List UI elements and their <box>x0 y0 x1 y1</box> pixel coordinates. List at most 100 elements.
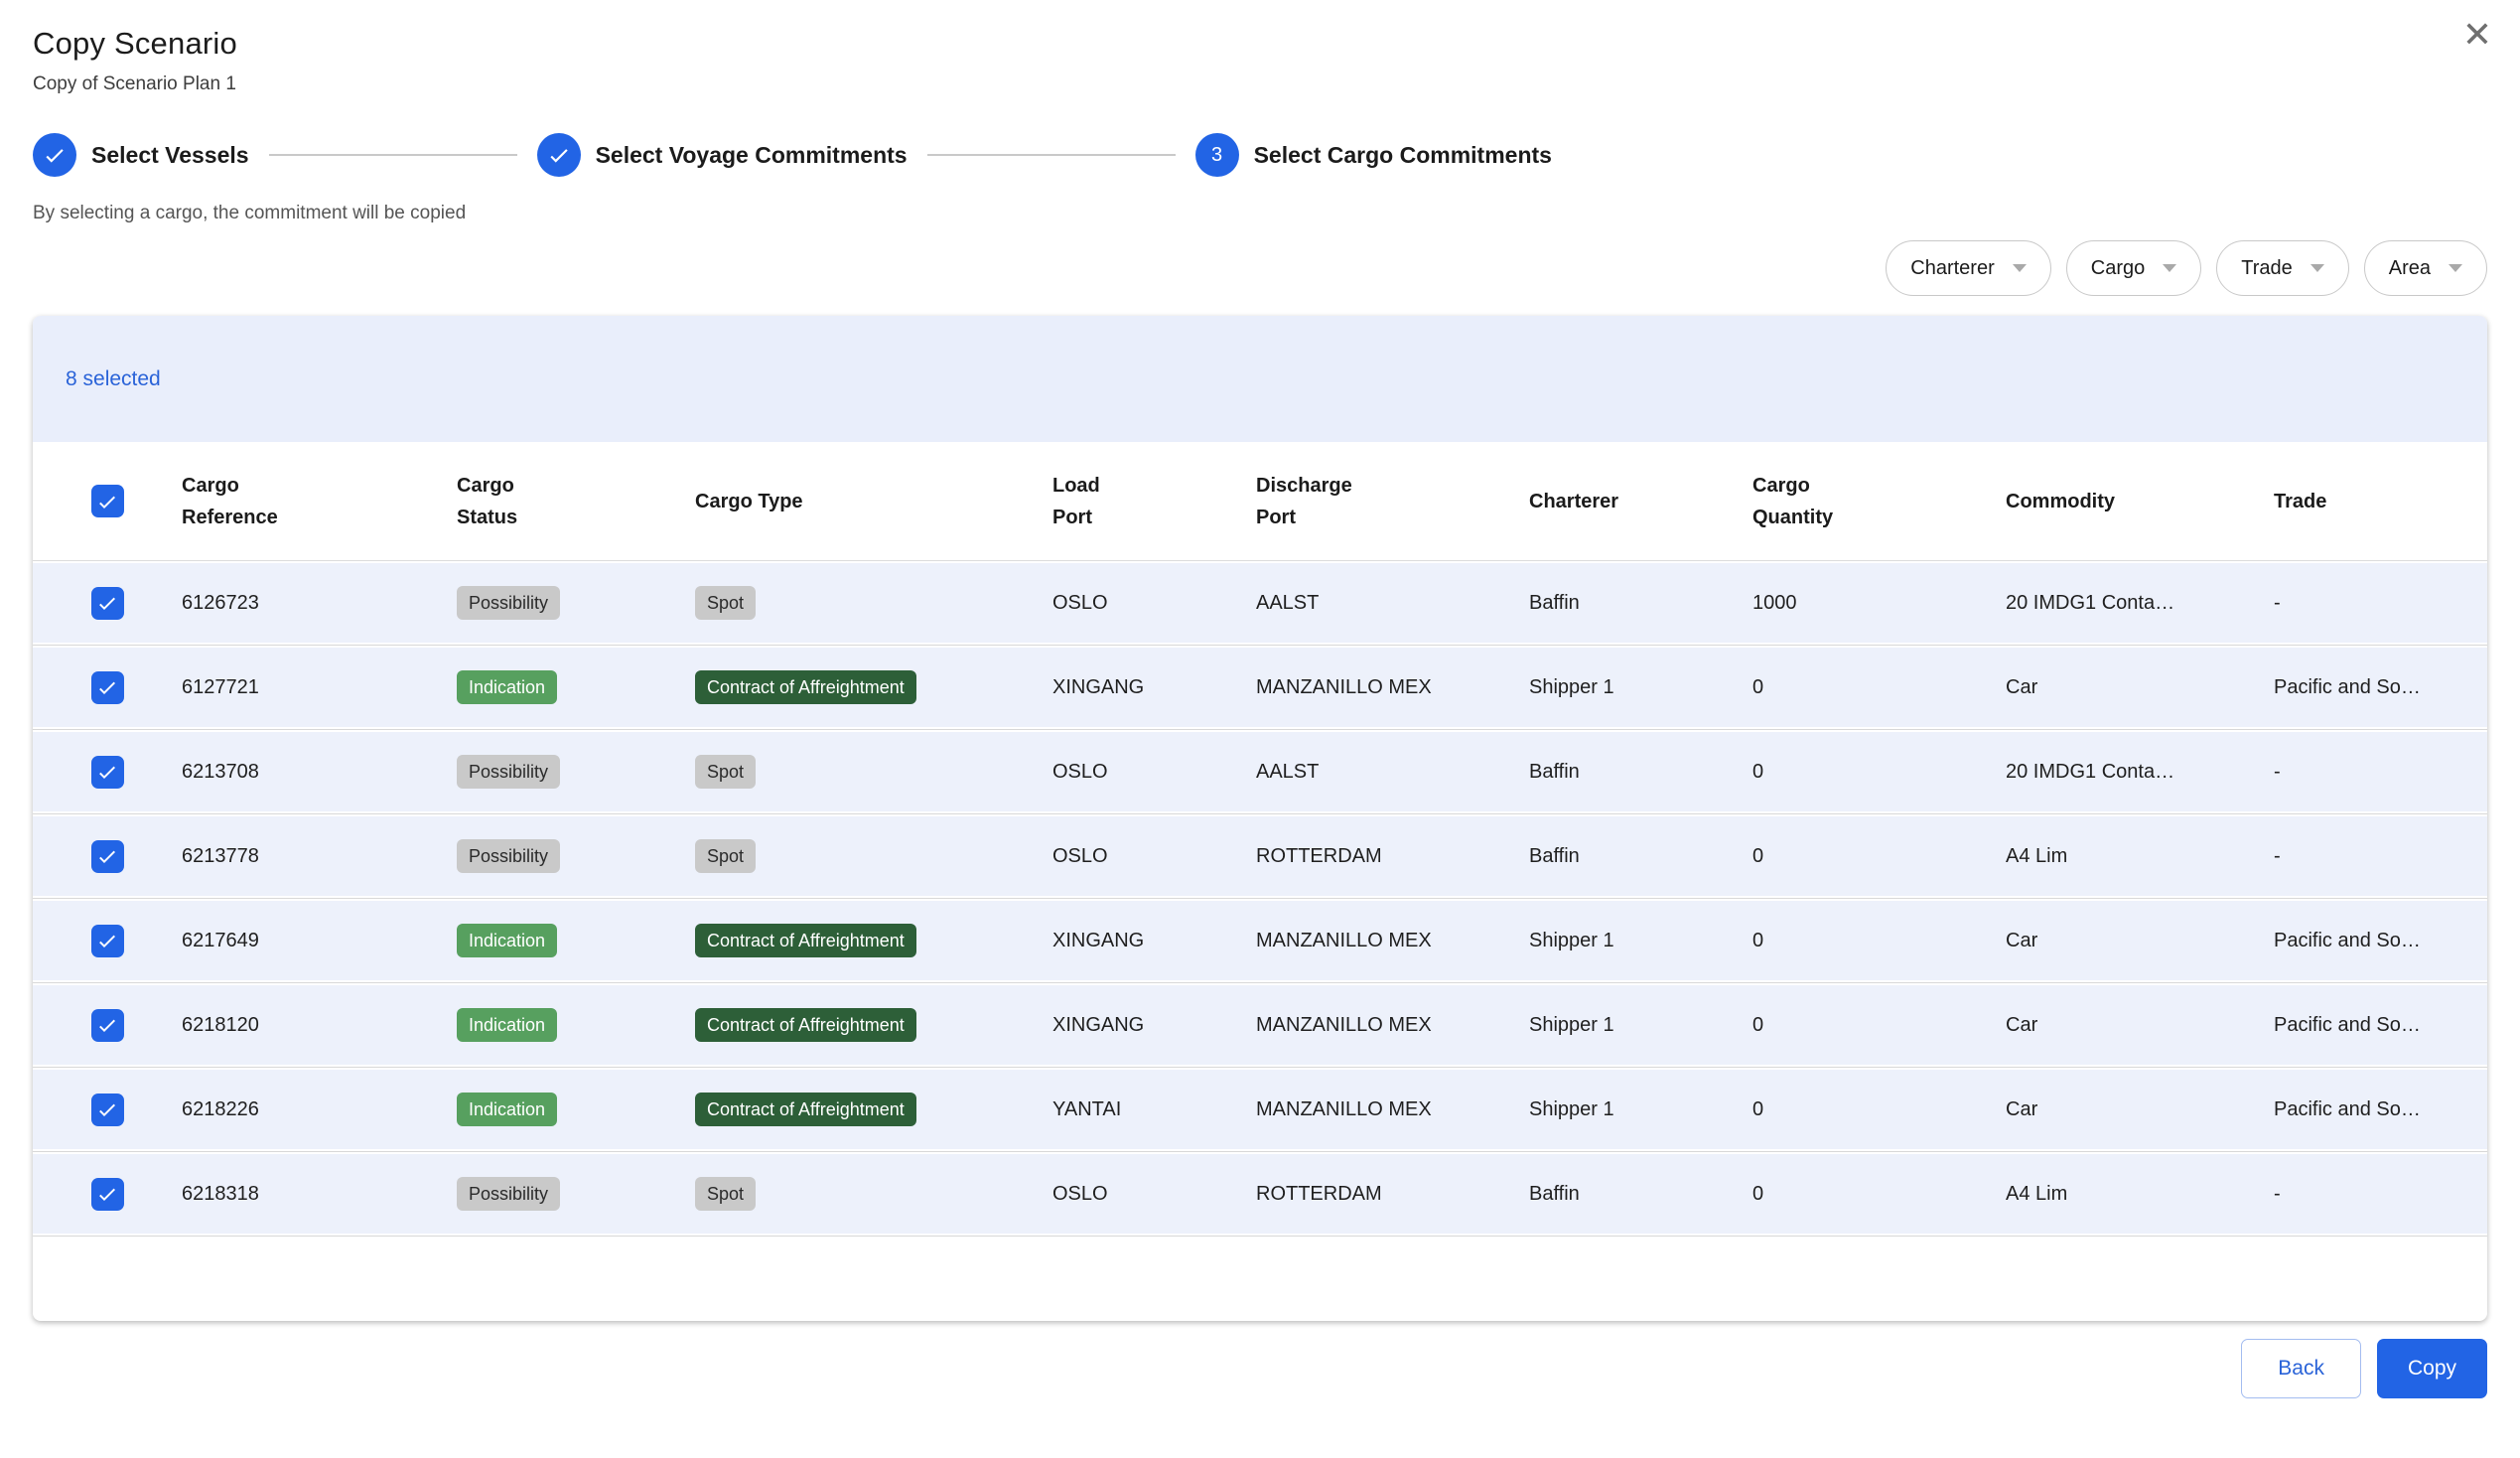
chevron-down-icon <box>2163 264 2177 272</box>
trade-cell: - <box>2274 1182 2281 1205</box>
row-checkbox[interactable] <box>90 755 124 789</box>
cargo-quantity-cell: 0 <box>1752 929 1764 951</box>
load-port-cell: YANTAI <box>1052 1097 1122 1120</box>
chevron-down-icon <box>2310 264 2324 272</box>
cargo-quantity-cell: 0 <box>1752 1182 1764 1205</box>
back-button[interactable]: Back <box>2241 1339 2361 1398</box>
cargo-status-badge: Indication <box>457 669 558 705</box>
column-header-cargo-type: Cargo Type <box>695 490 803 512</box>
step-select-voyage-commitments[interactable]: Select Voyage Commitments <box>536 133 908 177</box>
modal-subtitle: Copy of Scenario Plan 1 <box>33 73 236 94</box>
modal-header: Copy Scenario Copy of Scenario Plan 1 <box>0 0 2520 95</box>
row-checkbox[interactable] <box>90 586 124 620</box>
column-header-trade: Trade <box>2274 490 2327 512</box>
commodity-cell: Car <box>2006 675 2038 698</box>
cargo-status-badge: Indication <box>457 1007 558 1043</box>
row-checkbox-cell <box>33 586 182 620</box>
discharge-port-cell: ROTTERDAM <box>1256 1182 1382 1205</box>
row-checkbox-cell <box>33 1093 182 1126</box>
cargo-status-cell: Possibility <box>457 1176 695 1212</box>
cargo-status-badge: Possibility <box>457 754 561 790</box>
step2-check-icon <box>536 133 581 177</box>
cargo-status-cell: Possibility <box>457 585 695 621</box>
table-body: 6126723 Possibility Spot OSLO AALST Baff… <box>33 561 2487 1237</box>
step3-number: 3 <box>1211 143 1223 166</box>
row-checkbox[interactable] <box>90 1093 124 1126</box>
cargo-type-cell: Spot <box>695 838 1052 874</box>
cargo-commitments-table: 8 selected Cargo Reference Cargo Status … <box>33 316 2487 1321</box>
commodity-cell: 20 IMDG1 Conta… <box>2006 591 2175 614</box>
step2-label: Select Voyage Commitments <box>595 141 908 168</box>
discharge-port-cell: AALST <box>1256 760 1320 783</box>
close-icon[interactable]: ✕ <box>2461 15 2492 56</box>
filter-area[interactable]: Area <box>2363 240 2487 296</box>
step3-number-badge: 3 <box>1194 133 1239 177</box>
row-checkbox[interactable] <box>90 839 124 873</box>
table-row[interactable]: 6218318 Possibility Spot OSLO ROTTERDAM … <box>33 1152 2487 1237</box>
cargo-reference-cell: 6218318 <box>182 1182 259 1205</box>
column-header-load-port: Load Port <box>1052 474 1100 528</box>
cargo-type-badge: Spot <box>695 838 757 874</box>
cargo-type-badge: Contract of Affreightment <box>695 669 916 705</box>
trade-cell: Pacific and So… <box>2274 1097 2421 1120</box>
cargo-reference-cell: 6213778 <box>182 844 259 867</box>
filter-cargo[interactable]: Cargo <box>2065 240 2202 296</box>
row-checkbox-cell <box>33 839 182 873</box>
cargo-type-cell: Spot <box>695 1176 1052 1212</box>
step-select-vessels[interactable]: Select Vessels <box>33 133 249 177</box>
step-select-cargo-commitments[interactable]: 3 Select Cargo Commitments <box>1194 133 1552 177</box>
table-row[interactable]: 6213708 Possibility Spot OSLO AALST Baff… <box>33 730 2487 814</box>
filter-cargo-label: Cargo <box>2090 256 2146 279</box>
cargo-quantity-cell: 0 <box>1752 760 1764 783</box>
filter-charterer-label: Charterer <box>1910 256 1995 279</box>
load-port-cell: XINGANG <box>1052 675 1145 698</box>
filter-trade[interactable]: Trade <box>2216 240 2349 296</box>
cargo-type-badge: Spot <box>695 754 757 790</box>
column-header-commodity: Commodity <box>2006 490 2115 512</box>
row-checkbox[interactable] <box>90 670 124 704</box>
filter-area-label: Area <box>2388 256 2431 279</box>
step1-label: Select Vessels <box>91 141 249 168</box>
copy-button[interactable]: Copy <box>2376 1339 2487 1398</box>
cargo-type-badge: Contract of Affreightment <box>695 923 916 958</box>
cargo-status-cell: Indication <box>457 923 695 958</box>
column-header-cargo-quantity: Cargo Quantity <box>1752 474 1834 528</box>
trade-cell: - <box>2274 760 2281 783</box>
charterer-cell: Shipper 1 <box>1529 1013 1614 1036</box>
discharge-port-cell: ROTTERDAM <box>1256 844 1382 867</box>
cargo-quantity-cell: 1000 <box>1752 591 1797 614</box>
cargo-status-badge: Possibility <box>457 1176 561 1212</box>
chevron-down-icon <box>2012 264 2027 272</box>
charterer-cell: Baffin <box>1529 760 1580 783</box>
discharge-port-cell: MANZANILLO MEX <box>1256 1097 1432 1120</box>
select-all-cell <box>33 485 182 517</box>
load-port-cell: XINGANG <box>1052 1013 1145 1036</box>
column-header-discharge-port: Discharge Port <box>1256 474 1352 528</box>
table-row[interactable]: 6217649 Indication Contract of Affreight… <box>33 899 2487 983</box>
charterer-cell: Shipper 1 <box>1529 929 1614 951</box>
column-header-charterer: Charterer <box>1529 490 1619 512</box>
table-row[interactable]: 6218120 Indication Contract of Affreight… <box>33 983 2487 1068</box>
table-row[interactable]: 6126723 Possibility Spot OSLO AALST Baff… <box>33 561 2487 646</box>
discharge-port-cell: MANZANILLO MEX <box>1256 929 1432 951</box>
cargo-reference-cell: 6127721 <box>182 675 259 698</box>
cargo-status-cell: Indication <box>457 1007 695 1043</box>
cargo-status-badge: Indication <box>457 1092 558 1127</box>
select-all-checkbox[interactable] <box>90 485 124 517</box>
table-row[interactable]: 6213778 Possibility Spot OSLO ROTTERDAM … <box>33 814 2487 899</box>
row-checkbox[interactable] <box>90 1008 124 1042</box>
cargo-type-badge: Spot <box>695 585 757 621</box>
commodity-cell: Car <box>2006 929 2038 951</box>
row-checkbox[interactable] <box>90 924 124 957</box>
filter-charterer[interactable]: Charterer <box>1886 240 2051 296</box>
commodity-cell: A4 Lim <box>2006 1182 2068 1205</box>
cargo-reference-cell: 6218226 <box>182 1097 259 1120</box>
table-row[interactable]: 6218226 Indication Contract of Affreight… <box>33 1068 2487 1152</box>
row-checkbox-cell <box>33 1177 182 1211</box>
row-checkbox[interactable] <box>90 1177 124 1211</box>
cargo-quantity-cell: 0 <box>1752 844 1764 867</box>
cargo-type-cell: Contract of Affreightment <box>695 1007 1052 1043</box>
table-row[interactable]: 6127721 Indication Contract of Affreight… <box>33 646 2487 730</box>
load-port-cell: OSLO <box>1052 591 1108 614</box>
step1-check-icon <box>33 133 76 177</box>
